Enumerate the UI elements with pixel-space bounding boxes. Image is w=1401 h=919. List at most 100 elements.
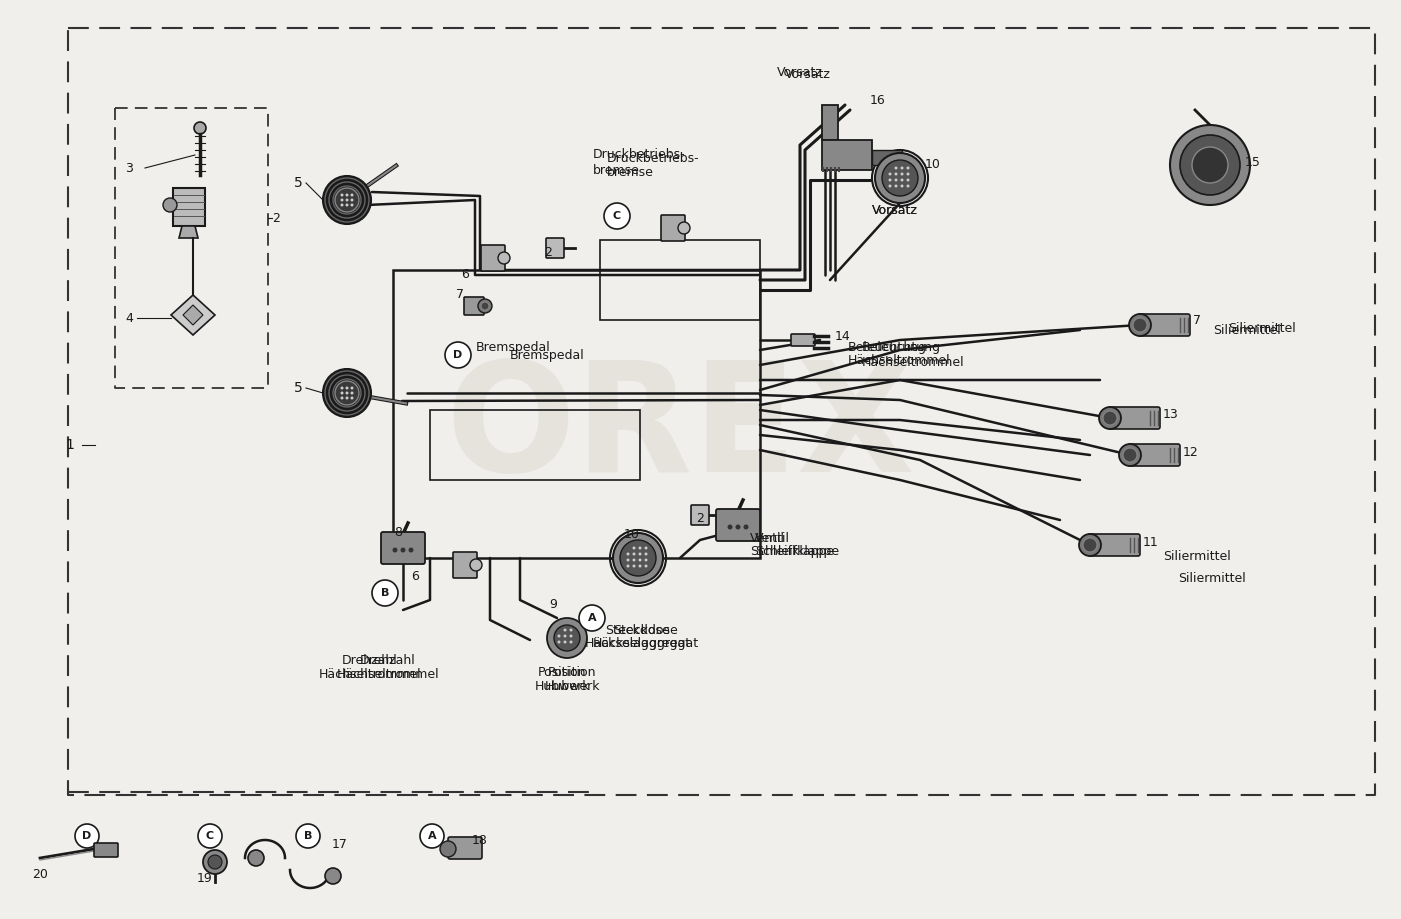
Text: Siliermittel: Siliermittel <box>1163 550 1230 562</box>
FancyBboxPatch shape <box>481 245 504 271</box>
Text: Schleifklappe: Schleifklappe <box>755 546 839 559</box>
Text: 17: 17 <box>332 838 347 852</box>
Circle shape <box>163 198 177 212</box>
Bar <box>172 188 205 226</box>
Text: D: D <box>454 350 462 360</box>
Text: 9: 9 <box>549 598 558 611</box>
Circle shape <box>906 178 909 181</box>
Circle shape <box>621 540 656 576</box>
Circle shape <box>346 199 349 201</box>
Bar <box>430 410 640 480</box>
Text: Schleifklappe: Schleifklappe <box>750 546 834 559</box>
Circle shape <box>888 178 891 181</box>
Text: Hubwerk: Hubwerk <box>534 679 590 693</box>
Circle shape <box>558 641 560 643</box>
Text: Bremspedal: Bremspedal <box>510 348 584 361</box>
Text: Siliermittel: Siliermittel <box>1213 323 1281 336</box>
Text: Hächseltrommel: Hächseltrommel <box>318 667 422 680</box>
Circle shape <box>497 252 510 264</box>
Polygon shape <box>179 226 198 238</box>
Circle shape <box>340 203 343 207</box>
Circle shape <box>1180 135 1240 195</box>
Circle shape <box>632 564 636 568</box>
FancyBboxPatch shape <box>94 843 118 857</box>
Text: 8: 8 <box>394 526 402 539</box>
FancyBboxPatch shape <box>691 505 709 525</box>
Text: Vorsatz: Vorsatz <box>871 203 918 217</box>
Circle shape <box>644 559 647 562</box>
Circle shape <box>401 548 405 552</box>
Text: 20: 20 <box>32 868 48 881</box>
Circle shape <box>632 559 636 562</box>
Circle shape <box>906 185 909 187</box>
Circle shape <box>346 203 349 207</box>
FancyBboxPatch shape <box>1108 407 1160 429</box>
Circle shape <box>632 552 636 555</box>
Text: Siliermittel: Siliermittel <box>1229 322 1296 335</box>
Circle shape <box>392 548 398 552</box>
Text: 7: 7 <box>1194 313 1201 326</box>
Circle shape <box>446 342 471 368</box>
Circle shape <box>906 166 909 169</box>
Circle shape <box>340 396 343 400</box>
Circle shape <box>325 868 340 884</box>
Circle shape <box>558 634 560 638</box>
Circle shape <box>736 525 741 529</box>
Circle shape <box>481 302 489 310</box>
Circle shape <box>324 176 371 224</box>
Circle shape <box>469 559 482 571</box>
Text: A: A <box>587 613 597 623</box>
Circle shape <box>546 618 587 658</box>
Text: Häckselaggregat: Häckselaggregat <box>586 638 691 651</box>
FancyBboxPatch shape <box>1138 314 1189 336</box>
Circle shape <box>324 369 371 417</box>
Circle shape <box>296 824 319 848</box>
Text: 15: 15 <box>1245 155 1261 168</box>
Circle shape <box>340 387 343 390</box>
Circle shape <box>553 625 580 651</box>
Circle shape <box>744 525 748 529</box>
Circle shape <box>1170 125 1250 205</box>
Text: Häckselaggregat: Häckselaggregat <box>593 638 699 651</box>
Text: 14: 14 <box>835 330 850 343</box>
Text: Bremspedal: Bremspedal <box>476 342 551 355</box>
Text: 11: 11 <box>1143 536 1159 549</box>
Circle shape <box>569 634 573 638</box>
Text: Position: Position <box>548 665 597 678</box>
FancyBboxPatch shape <box>661 215 685 241</box>
Circle shape <box>335 381 359 405</box>
Circle shape <box>888 173 891 176</box>
Circle shape <box>727 525 733 529</box>
Text: A: A <box>427 831 436 841</box>
Text: Hächseltrommel: Hächseltrommel <box>862 356 965 369</box>
Circle shape <box>346 387 349 390</box>
Circle shape <box>632 547 636 550</box>
Bar <box>822 140 871 170</box>
Text: Vorsatz: Vorsatz <box>778 65 822 78</box>
Circle shape <box>346 194 349 197</box>
Circle shape <box>639 564 642 568</box>
Text: Drehzahl: Drehzahl <box>342 653 398 666</box>
Bar <box>600 240 759 320</box>
Circle shape <box>198 824 221 848</box>
Circle shape <box>350 203 353 207</box>
Text: 18: 18 <box>472 834 488 846</box>
Circle shape <box>335 188 359 212</box>
Circle shape <box>604 203 630 229</box>
FancyBboxPatch shape <box>546 238 565 258</box>
Circle shape <box>894 173 898 176</box>
Circle shape <box>614 533 663 583</box>
Text: Vorsatz: Vorsatz <box>785 67 831 81</box>
Circle shape <box>644 547 647 550</box>
Circle shape <box>340 391 343 394</box>
FancyBboxPatch shape <box>716 509 759 541</box>
Text: B: B <box>304 831 312 841</box>
Circle shape <box>1133 318 1147 332</box>
Text: 6: 6 <box>461 268 469 281</box>
Circle shape <box>644 564 647 568</box>
Text: 6: 6 <box>410 570 419 583</box>
Text: 10: 10 <box>623 528 640 540</box>
Text: Hächseltrommel: Hächseltrommel <box>336 667 440 680</box>
Bar <box>871 150 902 165</box>
Circle shape <box>346 391 349 394</box>
